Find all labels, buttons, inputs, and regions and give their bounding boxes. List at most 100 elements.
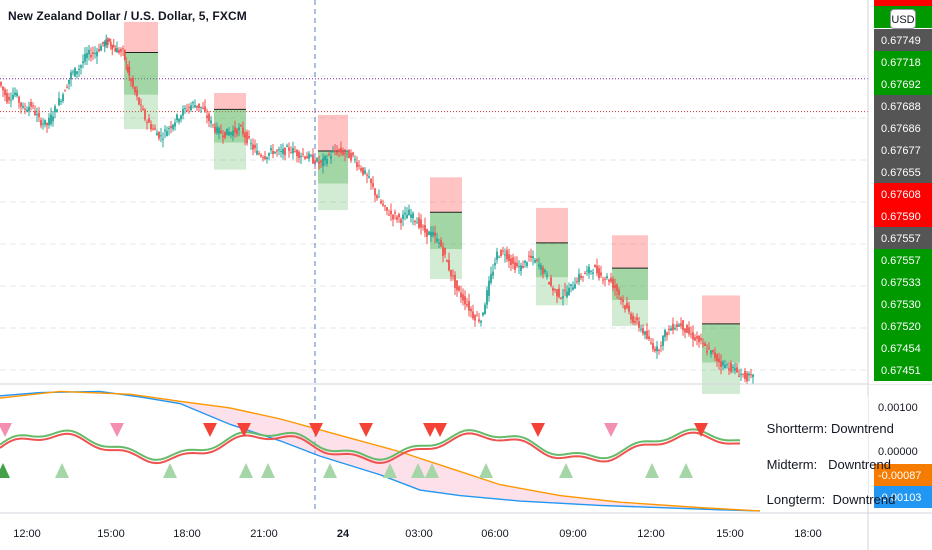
down-arrow-0 bbox=[0, 423, 12, 437]
candle-body bbox=[238, 127, 240, 131]
candle-body bbox=[111, 44, 114, 50]
candle-body bbox=[196, 105, 198, 108]
down-arrow-1 bbox=[110, 423, 124, 437]
candle bbox=[456, 280, 458, 297]
candle bbox=[442, 242, 444, 263]
candle bbox=[390, 203, 392, 222]
candle bbox=[734, 362, 736, 375]
candle-body bbox=[394, 212, 396, 214]
candle-body bbox=[654, 348, 656, 352]
candle bbox=[336, 145, 338, 157]
candle-body bbox=[56, 109, 58, 113]
trend-value-shortterm: Downtrend bbox=[830, 421, 894, 436]
candle bbox=[168, 125, 170, 136]
up-arrow-12 bbox=[679, 463, 693, 478]
indicator-axis-label: 0.00000 bbox=[878, 446, 918, 458]
candle-body bbox=[126, 66, 129, 72]
candle bbox=[364, 167, 366, 175]
candle-body bbox=[660, 345, 662, 347]
candle-body bbox=[596, 265, 598, 274]
candle bbox=[560, 296, 562, 300]
down-arrow-6 bbox=[423, 423, 437, 437]
candle-body bbox=[220, 130, 222, 134]
candle-body bbox=[476, 315, 478, 317]
candle-body bbox=[400, 219, 402, 224]
candle bbox=[586, 265, 588, 276]
candle bbox=[574, 277, 576, 289]
candle bbox=[674, 324, 676, 331]
candle bbox=[434, 225, 436, 244]
candle bbox=[188, 103, 190, 114]
candle bbox=[552, 285, 554, 296]
candle-body bbox=[704, 343, 706, 346]
candle-body bbox=[590, 270, 592, 272]
candle-body bbox=[12, 94, 14, 100]
candle-body bbox=[404, 212, 406, 215]
candle-body bbox=[456, 280, 458, 291]
candle-body bbox=[160, 135, 162, 137]
currency-badge[interactable]: USD bbox=[890, 9, 916, 29]
candle-body bbox=[354, 159, 356, 161]
candle bbox=[280, 144, 282, 158]
candle-body bbox=[24, 108, 26, 110]
stop-zone bbox=[702, 295, 740, 324]
up-arrow-0 bbox=[0, 463, 10, 478]
candle bbox=[112, 38, 115, 48]
candle-body bbox=[710, 350, 712, 355]
price-label: 0.67688 bbox=[874, 95, 932, 117]
candle bbox=[42, 118, 44, 130]
candle-body bbox=[344, 152, 346, 154]
candle-body bbox=[188, 107, 190, 109]
candle-body bbox=[630, 313, 632, 320]
candle bbox=[622, 295, 624, 309]
trend-label-longterm: Longterm: bbox=[766, 492, 826, 507]
candle bbox=[172, 123, 174, 132]
price-label-bg bbox=[874, 227, 932, 249]
candle-body bbox=[492, 271, 494, 276]
candle bbox=[440, 237, 442, 248]
candle bbox=[166, 126, 168, 137]
candle bbox=[386, 206, 388, 216]
candle-body bbox=[96, 51, 98, 57]
candle-body bbox=[606, 276, 608, 279]
candle-body bbox=[4, 89, 6, 96]
candle bbox=[556, 289, 558, 304]
candle bbox=[176, 113, 178, 123]
candle-body bbox=[30, 102, 32, 107]
candle bbox=[98, 43, 100, 53]
candle bbox=[728, 362, 730, 376]
candle-body bbox=[548, 281, 550, 285]
candle bbox=[450, 269, 452, 282]
candle-body bbox=[516, 263, 518, 267]
candle-body bbox=[530, 255, 532, 258]
candle bbox=[480, 319, 482, 327]
candle-body bbox=[510, 258, 512, 266]
candle-body bbox=[360, 168, 362, 171]
candle-body bbox=[172, 124, 174, 130]
candle-body bbox=[206, 115, 208, 119]
candle-body bbox=[560, 297, 562, 299]
candle-body bbox=[646, 330, 648, 339]
candle bbox=[392, 214, 394, 227]
candle-body bbox=[84, 53, 86, 62]
candle-body bbox=[366, 174, 368, 176]
candle-body bbox=[734, 368, 736, 371]
price-label-text: 0.67533 bbox=[881, 277, 921, 289]
candle bbox=[34, 105, 36, 117]
candle bbox=[638, 316, 640, 332]
candle-body bbox=[574, 284, 576, 289]
candle-body bbox=[540, 265, 542, 270]
candle bbox=[580, 273, 582, 281]
candle-body bbox=[484, 304, 486, 315]
candle-body bbox=[186, 109, 188, 111]
up-arrow-5 bbox=[323, 463, 337, 478]
candle-body bbox=[320, 160, 322, 163]
candle bbox=[144, 107, 146, 122]
candle bbox=[376, 193, 378, 201]
candle-body bbox=[650, 342, 652, 344]
candle bbox=[492, 264, 494, 280]
price-label-text: 0.67686 bbox=[881, 123, 921, 135]
candle-body bbox=[42, 123, 44, 125]
